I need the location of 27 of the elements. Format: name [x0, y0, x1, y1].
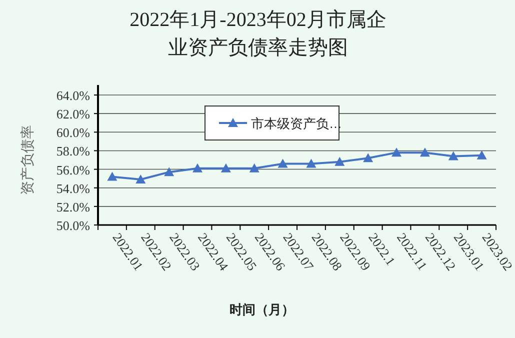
y-tick-label: 62.0% [56, 106, 90, 122]
y-axis-title: 资产负债率 [20, 125, 36, 195]
point [363, 153, 374, 162]
point [220, 163, 231, 172]
y-tick-label: 50.0% [56, 218, 90, 233]
x-axis-title: 时间（月） [230, 302, 294, 317]
point [420, 148, 430, 157]
chart-title: 2022年1月-2023年02月市属企业资产负债率走势图 [128, 8, 388, 61]
point [164, 167, 174, 176]
point [249, 163, 260, 172]
point [476, 150, 487, 160]
point [334, 156, 345, 166]
y-tick-label: 52.0% [56, 199, 90, 214]
y-tick-label: 60.0% [56, 125, 90, 140]
y-tick-label: 56.0% [56, 162, 90, 178]
point [278, 158, 288, 168]
y-tick-label: 58.0% [56, 144, 90, 159]
point [136, 174, 146, 184]
point [306, 158, 316, 168]
point [107, 172, 118, 181]
y-tick-label: 64.0% [56, 88, 90, 103]
legend: 市本级资产负… [204, 106, 342, 140]
y-tick-label: 54.0% [56, 180, 90, 196]
legend-label: 市本级资产负… [251, 116, 342, 131]
point [448, 151, 458, 160]
point [392, 148, 402, 157]
point [192, 163, 202, 172]
